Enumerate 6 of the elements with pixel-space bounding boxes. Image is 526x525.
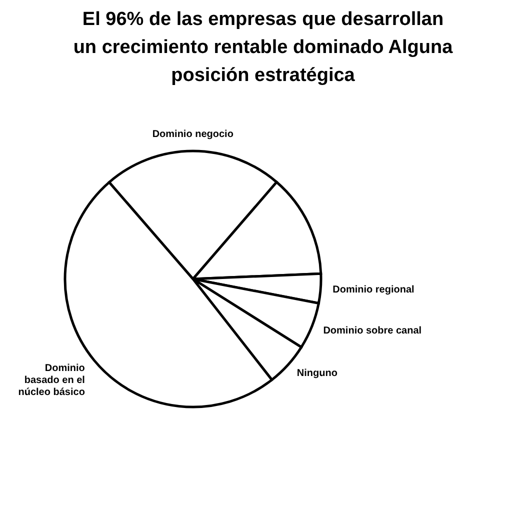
slice-label: Ninguno <box>296 368 338 379</box>
slice-label: Dominio regional <box>332 284 415 296</box>
slice-label: Dominio basado en el núcleo básico <box>18 362 86 398</box>
chart-title: El 96% de las empresas que desarrollan un crecimiento rentable dominado Alguna posición estratégica <box>73 9 454 86</box>
slice-label: Dominio negocio <box>152 129 234 140</box>
slice-label: Dominio sobre canal <box>323 325 422 336</box>
